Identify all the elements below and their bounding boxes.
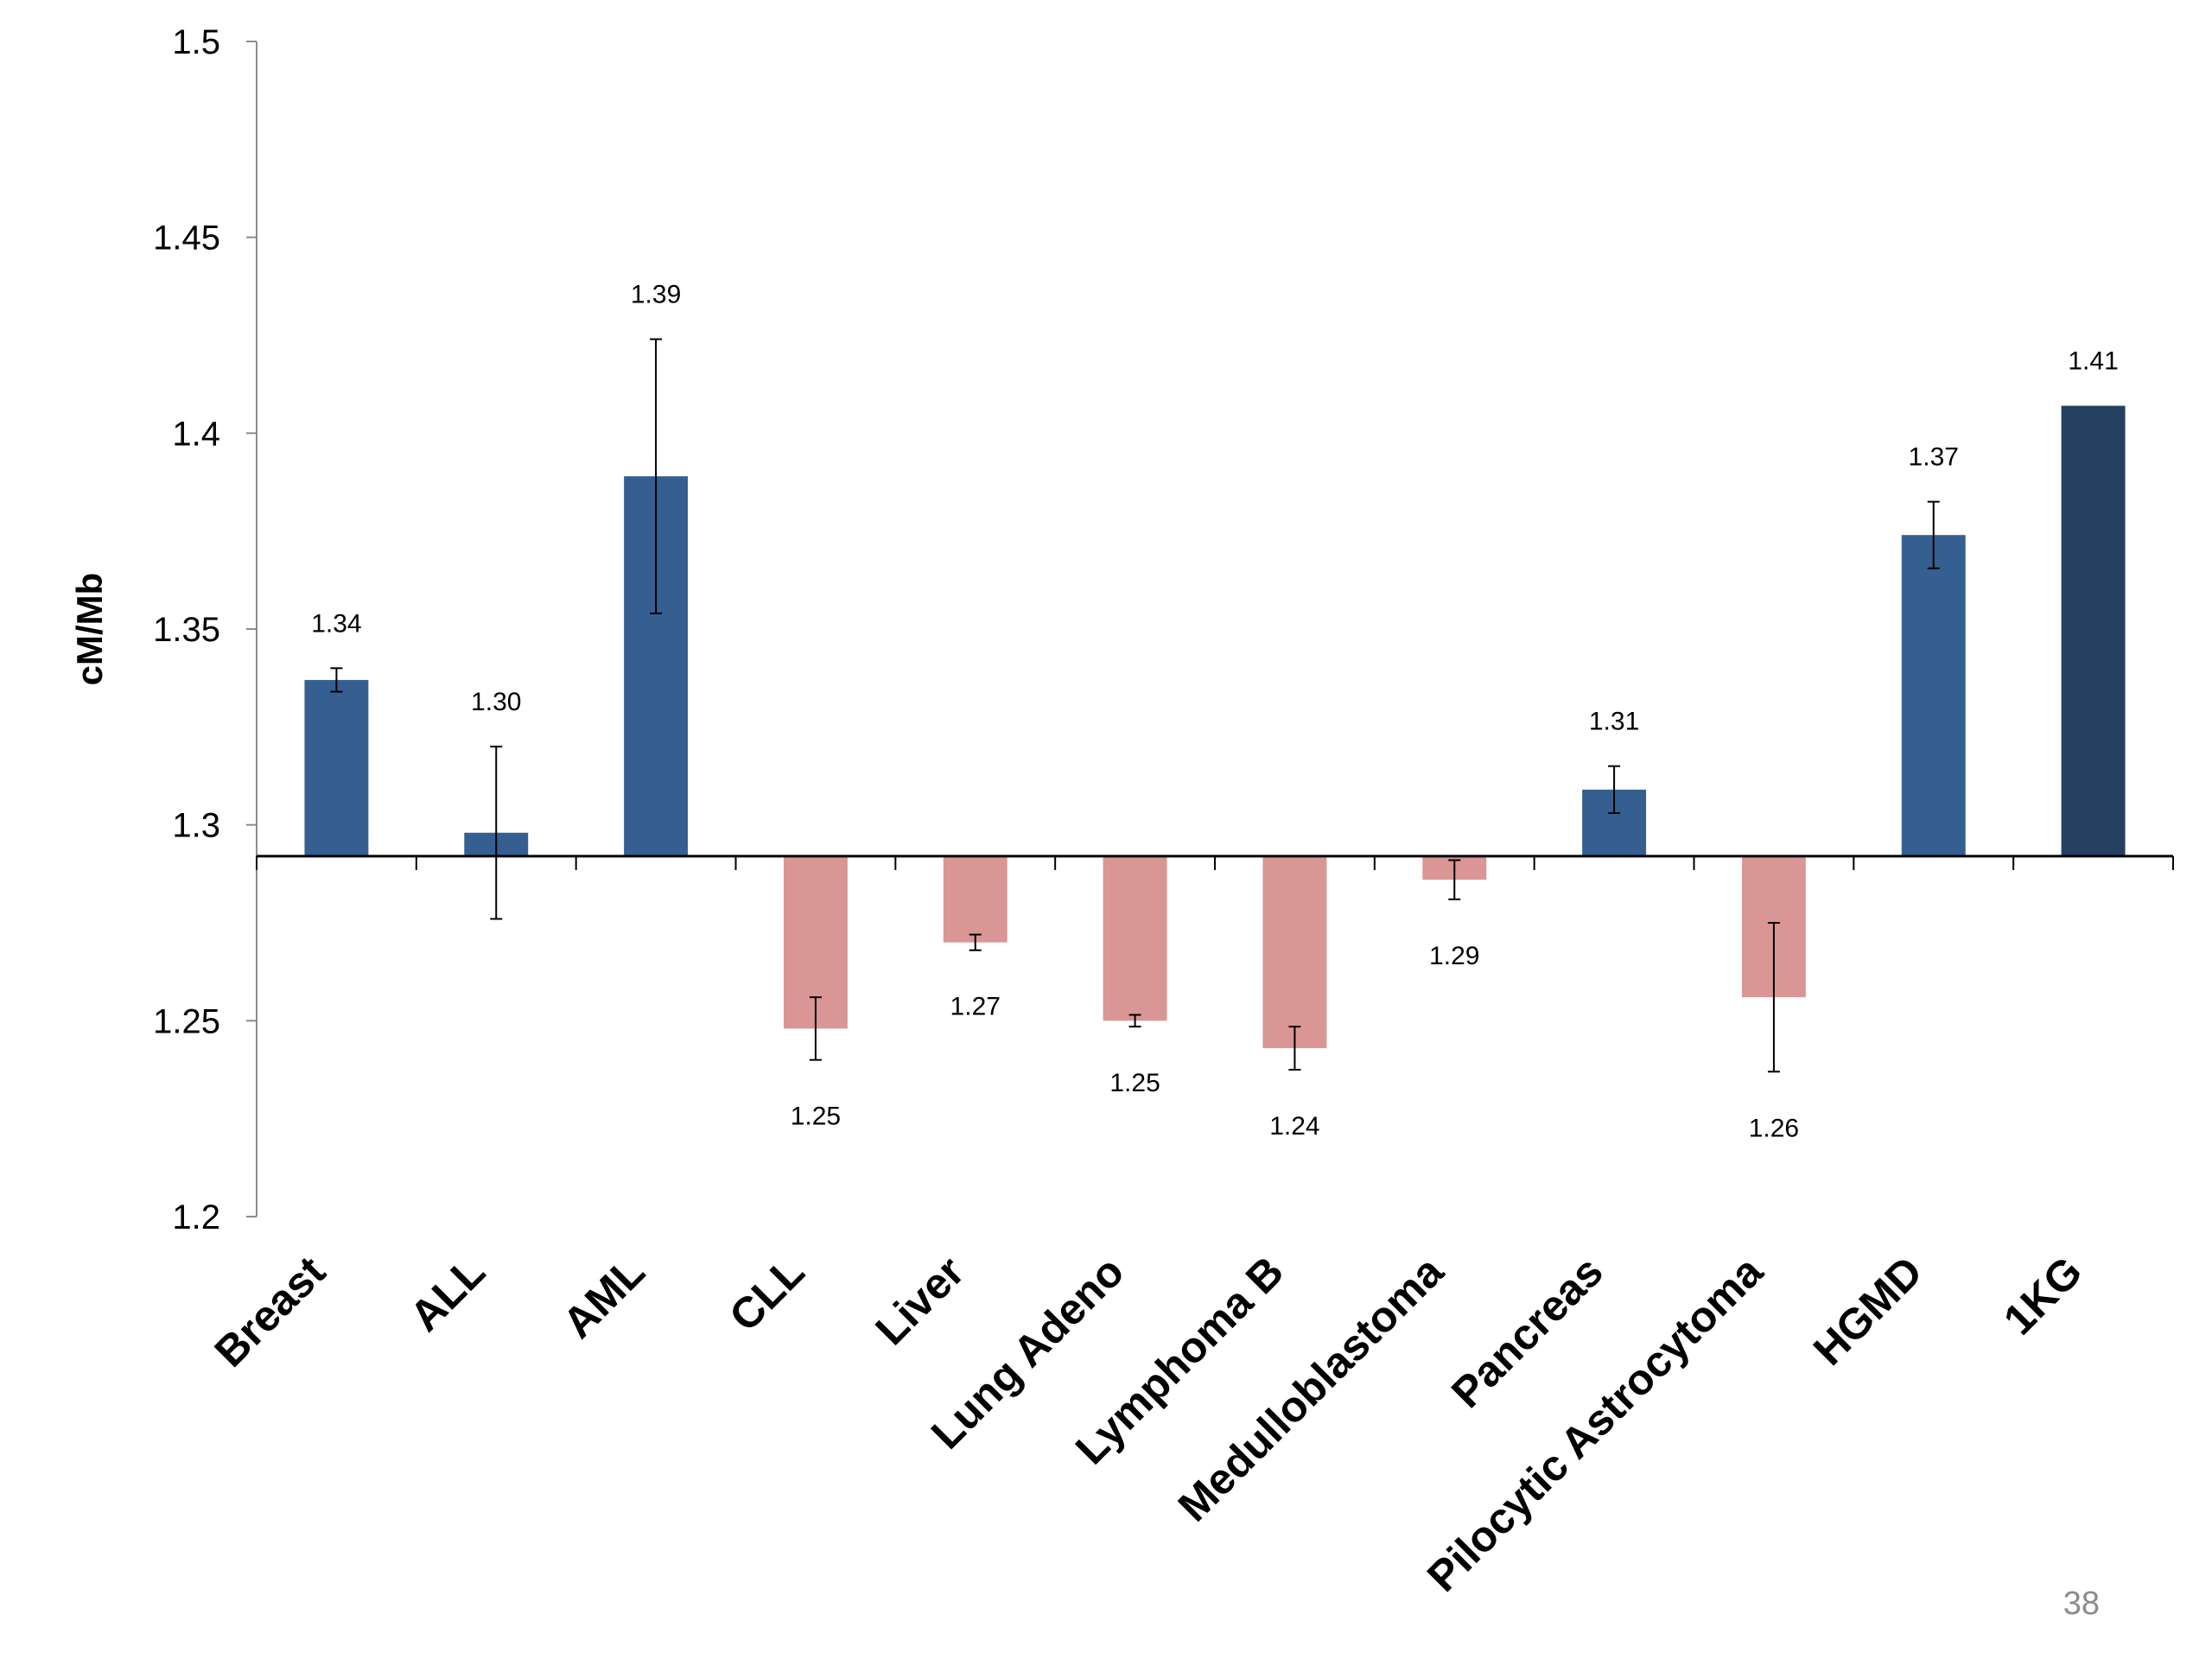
x-category-label: Breast (206, 1247, 335, 1376)
x-category-label: HGMD (1804, 1247, 1932, 1375)
bar-1kg (2061, 405, 2126, 856)
data-label: 1.34 (311, 609, 361, 638)
y-tick-label: 1.35 (153, 611, 220, 649)
x-category-label: ALL (401, 1247, 494, 1340)
data-label: 1.25 (1109, 1069, 1160, 1097)
data-label: 1.25 (791, 1103, 841, 1131)
data-label: 1.39 (631, 281, 681, 309)
y-tick-label: 1.3 (172, 807, 220, 845)
bar-lymphoma-b (1262, 855, 1327, 1049)
data-label: 1.24 (1269, 1112, 1319, 1141)
x-category-label: AML (554, 1247, 654, 1347)
y-tick-label: 1.45 (153, 219, 220, 257)
y-tick-label: 1.5 (172, 23, 220, 61)
data-label: 1.29 (1429, 942, 1479, 970)
bar-liver (943, 855, 1007, 943)
x-category-label: CLL (720, 1247, 813, 1340)
y-tick-label: 1.2 (172, 1198, 220, 1236)
x-category-label: Medulloblastoma (1169, 1246, 1453, 1530)
y-tick-label: 1.4 (172, 415, 220, 453)
data-label: 1.31 (1589, 708, 1639, 736)
bar-hgmd (1901, 535, 1966, 856)
bar-breast (304, 679, 369, 856)
x-category-label: Pilocytic Astrocytoma (1418, 1246, 1772, 1600)
data-label: 1.27 (950, 993, 1001, 1021)
x-category-label: 1KG (1994, 1247, 2091, 1344)
data-label: 1.37 (1909, 443, 1959, 472)
y-axis-title: cM/Mb (69, 573, 110, 686)
page-number: 38 (2063, 1586, 2100, 1622)
x-category-label: Pancreas (1442, 1247, 1612, 1417)
data-label: 1.41 (2068, 347, 2118, 376)
data-label: 1.26 (1749, 1114, 1799, 1142)
bar-lung-adeno (1103, 855, 1167, 1021)
y-tick-label: 1.25 (153, 1002, 220, 1040)
data-label: 1.30 (471, 688, 521, 716)
x-category-label: Liver (866, 1247, 973, 1354)
